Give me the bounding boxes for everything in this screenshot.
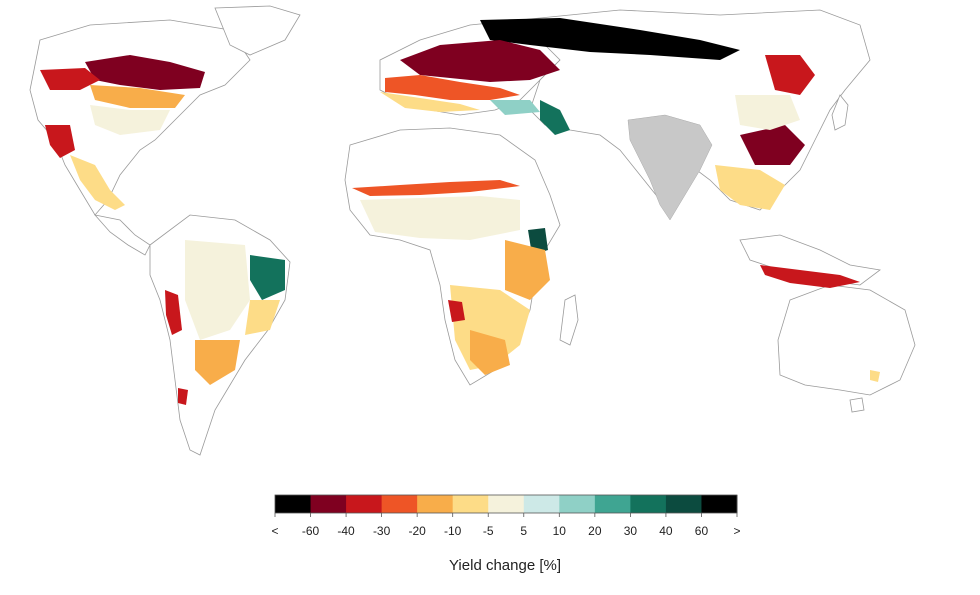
region-us-midwest [90,85,185,108]
region-sahel [352,180,520,196]
region-argentina [195,340,240,385]
region-angola-red [448,300,465,322]
region-north-china [765,55,815,95]
legend-tick-label: -20 [408,524,426,538]
legend-bin [310,495,347,513]
region-turkey [490,100,540,115]
legend-bin [346,495,383,513]
region-us-north [40,68,100,90]
legend-bin [381,495,418,513]
legend-title: Yield change [%] [449,557,561,574]
legend-bin [701,495,738,513]
no-data-region-india [627,114,713,221]
legend-tick-label: -5 [483,524,494,538]
legend-tick-label: 40 [659,524,673,538]
region-us-south [90,105,170,135]
legend-tick-label: > [733,524,740,538]
australia [777,284,916,396]
region-southeast-asia [715,165,785,210]
legend-color-bins [274,494,738,514]
southeast-asia-islands [739,234,881,286]
legend-bin [559,495,596,513]
legend-tick-label: 30 [624,524,638,538]
region-andes-red [165,290,182,335]
legend-tick-label: 60 [695,524,709,538]
region-europe-light [380,92,480,112]
central-america [93,214,151,256]
legend-bin [452,495,489,513]
legend-tick-label: -10 [444,524,462,538]
legend-bin [594,495,631,513]
legend-bin [417,495,454,513]
legend-bin [665,495,702,513]
region-west-africa [360,196,520,240]
region-middle-east [540,100,570,135]
region-mexico [45,125,75,158]
legend-bin [523,495,560,513]
japan [831,94,849,131]
region-south-america-central [185,240,250,340]
region-brazil-east [245,300,280,335]
legend-tick-label: 10 [553,524,567,538]
madagascar [559,294,579,346]
legend-bin [630,495,667,513]
region-east-africa-yellow [505,240,550,300]
region-russia-europe [400,40,560,82]
legend-tick-labels: < -60 -40 -30 -20 -10 -5 5 10 20 30 40 60 > [271,513,741,538]
region-australia-east [870,370,880,382]
greenland [214,5,301,56]
legend-tick-label: -40 [337,524,355,538]
world-yield-map [29,5,916,456]
yield-change-cells [40,18,880,405]
legend-bin [275,495,312,513]
legend: < -60 -40 -30 -20 -10 -5 5 10 20 30 40 60 > Yield cha… [271,494,741,574]
legend-tick-label: < [271,524,278,538]
region-mexico-central [70,155,125,210]
region-southern-africa-orange [470,330,510,375]
legend-border [274,494,738,514]
legend-tick-label: -30 [373,524,391,538]
region-siberia [480,18,740,60]
legend-tick-label: -60 [302,524,320,538]
region-indonesia [760,265,860,288]
legend-tick-label: 20 [588,524,602,538]
region-brazil-northeast [250,255,285,300]
region-east-china [740,125,805,165]
tasmania [849,397,865,413]
region-canada [85,55,205,90]
region-china-central [735,95,800,130]
legend-tick-label: 5 [520,524,527,538]
region-europe-south [385,75,520,100]
region-chile-red [178,388,188,405]
legend-bin [488,495,525,513]
